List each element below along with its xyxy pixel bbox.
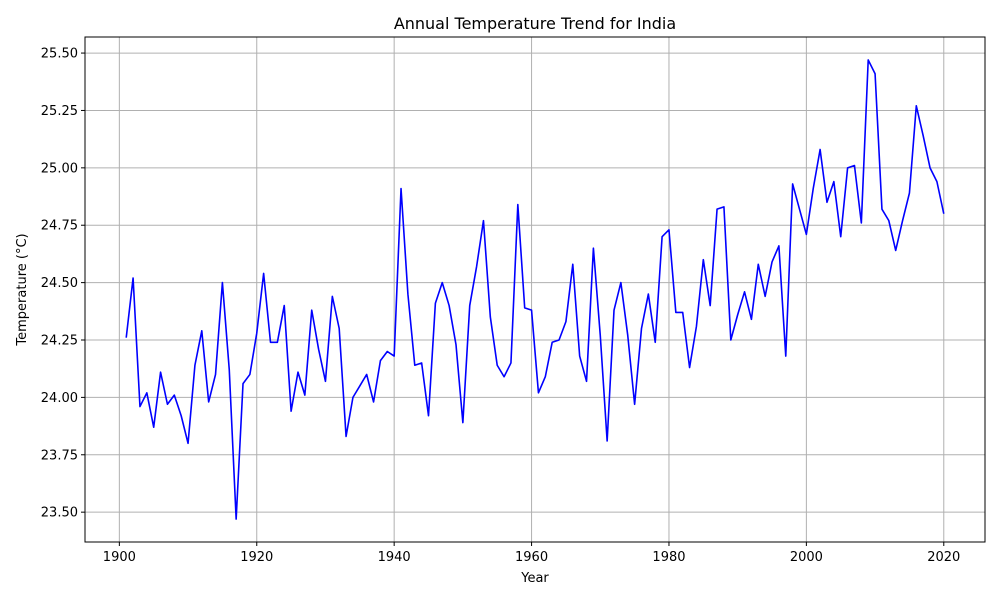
y-tick-label: 24.25 [41, 334, 78, 349]
grid-lines [85, 37, 985, 542]
axes-frame [84, 36, 986, 543]
y-tick-label: 24.50 [41, 276, 78, 291]
x-tick-label: 1980 [652, 550, 685, 565]
y-tick-label: 23.75 [41, 448, 78, 463]
x-tick-label: 2000 [790, 550, 823, 565]
x-tick-label: 1960 [515, 550, 548, 565]
x-axis-label: Year [520, 571, 549, 586]
y-tick-label: 25.50 [41, 47, 78, 62]
y-axis-label: Temperature (°C) [15, 233, 30, 346]
plot-area [125, 59, 945, 520]
axis-ticks: 1900 1920 1940 1960 1980 2000 2020 23.50 23.75 24… [41, 47, 961, 565]
chart-title: Annual Temperature Trend for India [394, 14, 676, 33]
y-tick-label: 25.25 [41, 104, 78, 119]
y-tick-label: 25.00 [41, 161, 78, 176]
x-tick-label: 1920 [240, 550, 273, 565]
x-tick-label: 1940 [378, 550, 411, 565]
series-line [125, 59, 945, 520]
x-tick-label: 1900 [103, 550, 136, 565]
y-tick-label: 23.50 [41, 506, 78, 521]
y-tick-label: 24.00 [41, 391, 78, 406]
y-tick-label: 24.75 [41, 219, 78, 234]
x-tick-label: 2020 [927, 550, 960, 565]
